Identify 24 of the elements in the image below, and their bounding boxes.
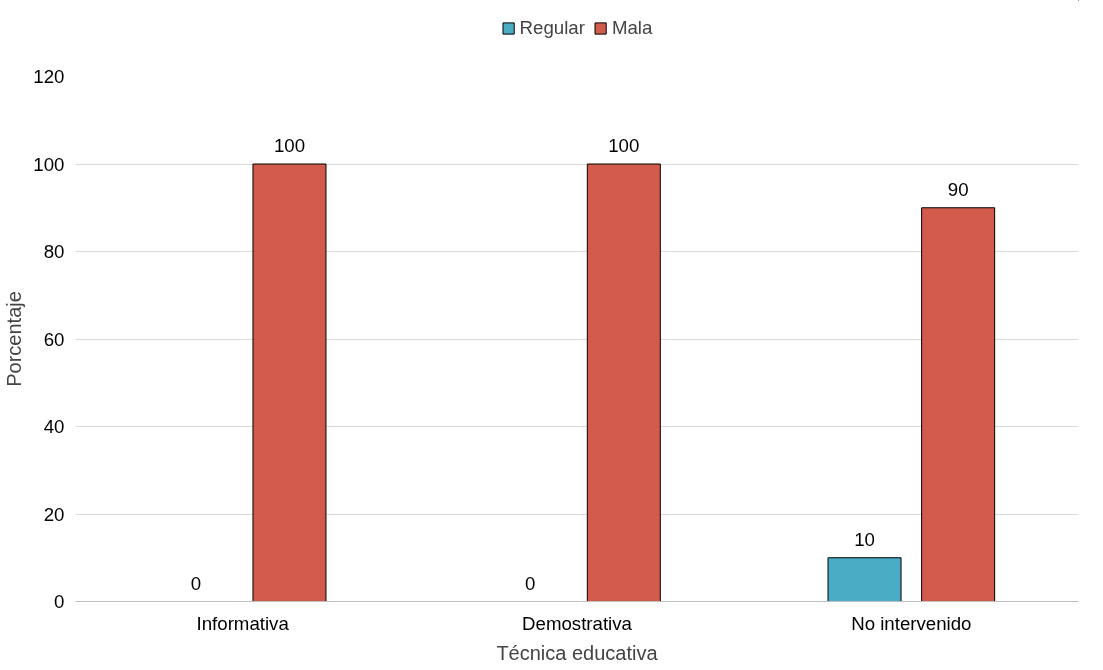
- bar: [921, 207, 996, 602]
- y-tick-label: 60: [43, 328, 65, 350]
- y-tick-label: 0: [54, 591, 65, 612]
- y-tick-label: 40: [43, 416, 65, 437]
- data-label: 0: [525, 572, 536, 594]
- bar: [586, 163, 661, 602]
- data-label: 100: [608, 135, 640, 156]
- x-tick-label: No intervenido: [851, 612, 972, 634]
- bar: [252, 163, 327, 602]
- x-tick-label: Informativa: [196, 612, 290, 634]
- y-tick-label: 20: [43, 503, 65, 525]
- data-label: 90: [947, 178, 969, 200]
- y-tick-label: 100: [33, 153, 65, 175]
- x-tick-label: Demostrativa: [522, 612, 633, 634]
- data-label: 10: [854, 528, 875, 550]
- data-label: 0: [190, 572, 202, 594]
- data-label: 100: [273, 135, 306, 156]
- legend-label: Mala: [611, 17, 653, 39]
- y-tick-label: 80: [43, 241, 65, 262]
- x-axis-title: Técnica educativa: [496, 641, 659, 664]
- y-tick-label: 120: [33, 66, 65, 87]
- y-axis-title: Porcentaje: [3, 291, 26, 387]
- legend-label: Regular: [519, 17, 585, 39]
- bar: [827, 557, 902, 602]
